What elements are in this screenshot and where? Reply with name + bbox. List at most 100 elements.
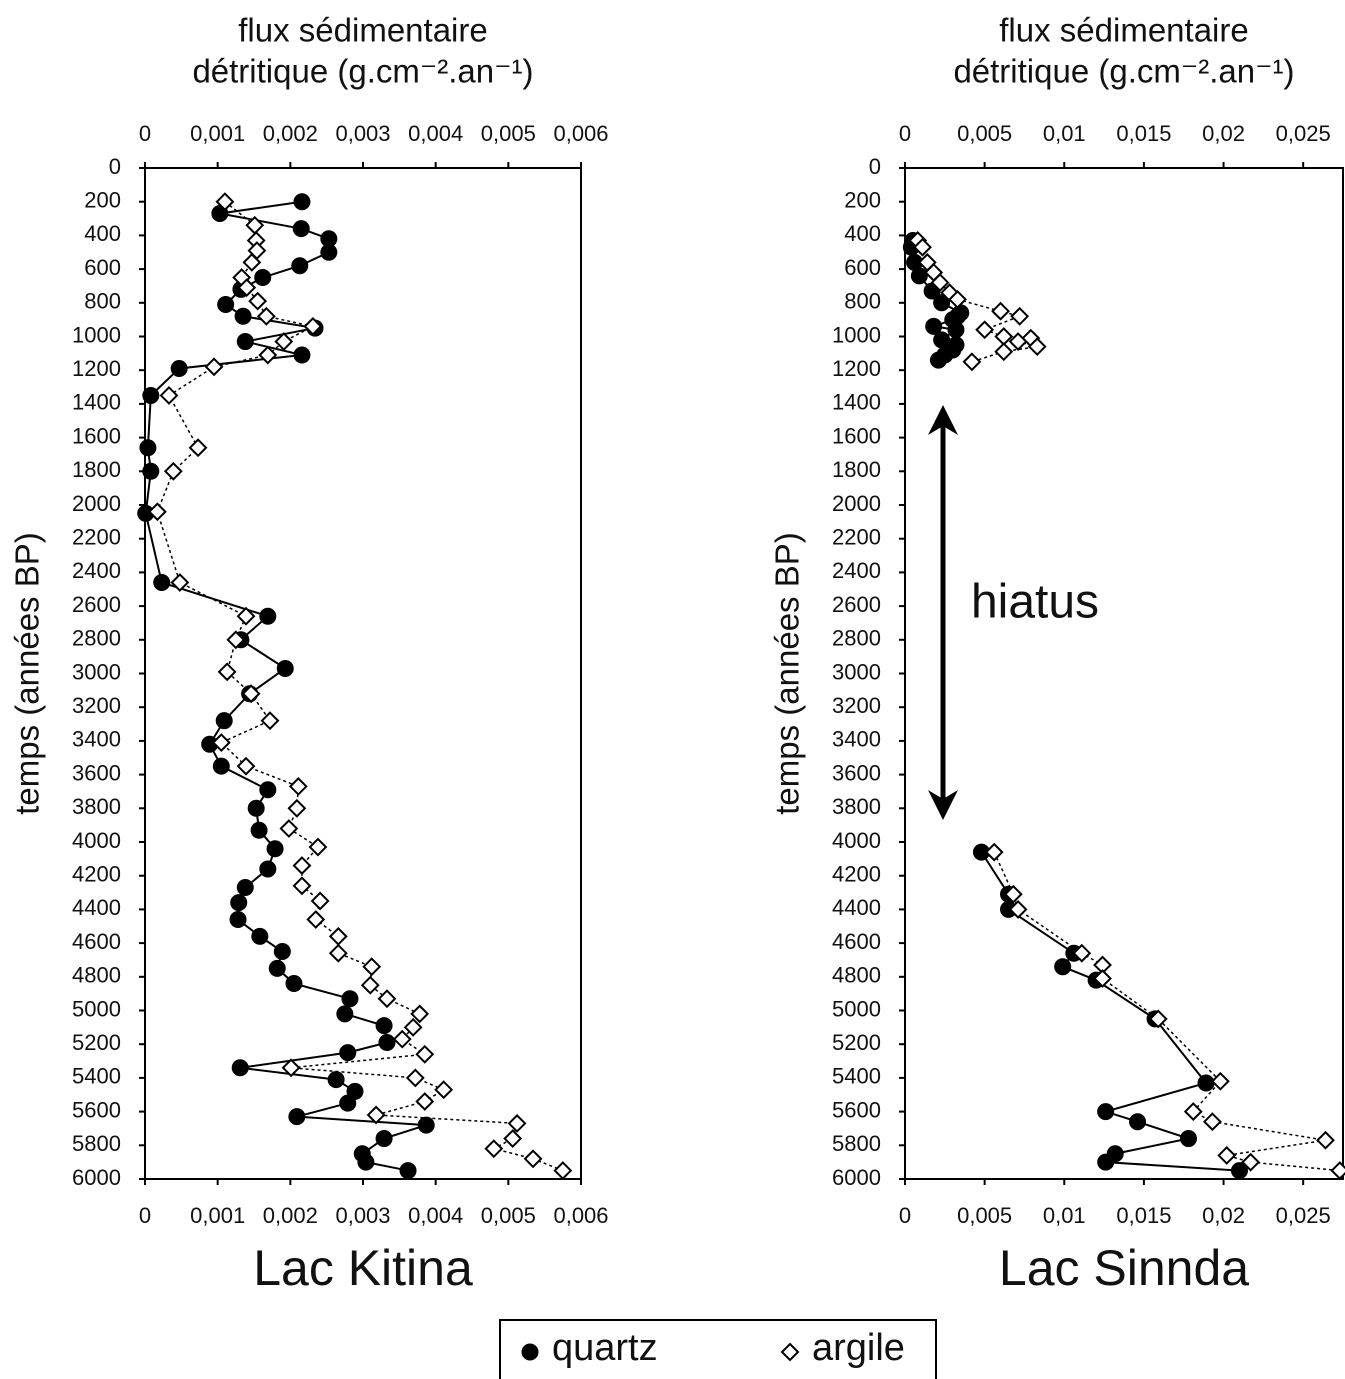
data-point (259, 781, 277, 799)
data-point (292, 876, 312, 896)
data-point (1230, 1162, 1248, 1180)
data-point (1097, 1103, 1115, 1121)
y-tick-label: 5600 (832, 1097, 881, 1122)
data-point (947, 321, 965, 339)
data-point (274, 332, 294, 351)
data-point (336, 1005, 354, 1023)
data-point (236, 606, 256, 626)
data-point (930, 273, 950, 292)
y-tick-label: 1600 (832, 423, 881, 448)
data-point (306, 910, 326, 929)
data-point (256, 306, 276, 326)
plot-frame (144, 167, 582, 1180)
y-tick-label: 5200 (832, 1030, 881, 1055)
data-point (399, 1162, 417, 1180)
data-point (234, 307, 252, 325)
y-tick-label: 3600 (72, 760, 121, 785)
data-point (266, 840, 284, 858)
data-point (291, 257, 309, 275)
y-tick-label: 2800 (832, 626, 881, 651)
data-point (250, 821, 268, 839)
y-tick-label: 400 (84, 221, 121, 246)
y-tick-label: 6000 (72, 1165, 121, 1190)
x-tick-label: 0,01 (1043, 1203, 1086, 1228)
data-point (341, 990, 359, 1008)
y-tick-label: 5000 (72, 996, 121, 1021)
panel-title: Lac Sinnda (999, 1240, 1249, 1296)
data-point (984, 842, 1004, 862)
data-point (254, 269, 272, 287)
data-point (948, 290, 967, 309)
y-tick-label: 5800 (72, 1131, 121, 1156)
x-tick-label: 0,015 (1116, 121, 1171, 146)
data-point (237, 278, 257, 298)
data-point (229, 911, 247, 929)
data-point (139, 439, 157, 457)
data-point (913, 237, 932, 257)
y-tick-label: 600 (84, 255, 121, 280)
y-tick-label: 4600 (832, 929, 881, 954)
data-point (377, 989, 397, 1009)
x-tick-label: 0 (139, 121, 151, 146)
data-point (259, 860, 277, 878)
x-tick-label: 0,004 (408, 1203, 463, 1228)
data-point (248, 291, 268, 311)
data-point (226, 630, 246, 650)
data-point (362, 957, 382, 977)
series-line (993, 851, 1340, 1172)
y-tick-label: 200 (844, 188, 881, 213)
series-line (156, 201, 564, 1172)
data-point (1217, 1145, 1237, 1165)
y-tick-label: 4400 (72, 895, 121, 920)
data-point (484, 1139, 504, 1159)
y-tick-label: 1200 (72, 356, 121, 381)
data-point (242, 252, 262, 272)
data-point (273, 943, 291, 961)
data-point (153, 574, 171, 592)
data-point (281, 1058, 301, 1078)
y-tick-label: 4600 (72, 929, 121, 954)
y-tick-label: 2600 (832, 592, 881, 617)
x-tick-label: 0,015 (1116, 1203, 1171, 1228)
data-point (1072, 943, 1092, 963)
x-tick-label: 0 (139, 1203, 151, 1228)
y-axis-label: temps (années BP) (769, 532, 806, 814)
data-point (1241, 1152, 1261, 1172)
data-point (1316, 1130, 1335, 1150)
data-point (975, 320, 995, 340)
data-point (268, 959, 286, 977)
data-point (339, 1044, 357, 1062)
data-point (503, 1129, 523, 1148)
y-tick-label: 5200 (72, 1030, 121, 1055)
y-tick-label: 5400 (72, 1064, 121, 1089)
data-point (405, 1068, 425, 1088)
data-point (523, 1149, 543, 1169)
y-tick-label: 5800 (832, 1131, 881, 1156)
y-tick-label: 3400 (832, 727, 881, 752)
data-point (375, 1130, 393, 1148)
data-point (292, 856, 312, 876)
data-point (215, 192, 235, 212)
y-tick-label: 3600 (832, 760, 881, 785)
legend-marker (521, 1343, 539, 1361)
y-tick-label: 2400 (832, 558, 881, 583)
y-tick-label: 3000 (832, 659, 881, 684)
y-tick-label: 1200 (832, 356, 881, 381)
y-tick-label: 2600 (72, 592, 121, 617)
data-point (308, 837, 328, 857)
data-point (1008, 899, 1028, 919)
x-tick-label: 0,02 (1202, 121, 1245, 146)
data-point (366, 1105, 386, 1125)
data-point (217, 662, 237, 682)
legend-label: argile (812, 1327, 905, 1369)
y-tick-label: 4000 (72, 828, 121, 853)
x-tick-label: 0,003 (335, 1203, 390, 1228)
data-point (1008, 332, 1028, 351)
x-axis-label: détritique (g.cm⁻².an⁻¹) (192, 53, 533, 90)
data-point (211, 733, 231, 752)
data-point (328, 943, 348, 963)
data-point (1027, 337, 1047, 357)
data-point (360, 975, 380, 995)
y-tick-label: 4800 (832, 963, 881, 988)
